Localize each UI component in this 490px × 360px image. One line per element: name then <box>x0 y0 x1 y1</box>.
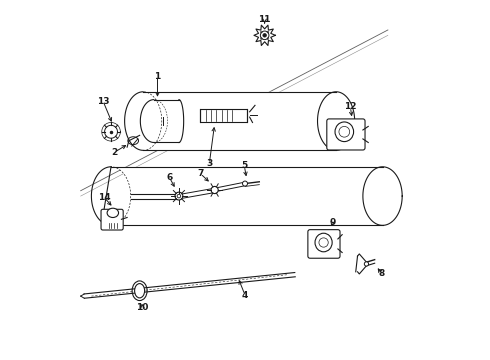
Polygon shape <box>254 25 275 45</box>
Ellipse shape <box>211 186 218 194</box>
Ellipse shape <box>263 33 267 37</box>
FancyBboxPatch shape <box>101 209 123 230</box>
Text: 2: 2 <box>112 148 118 157</box>
Polygon shape <box>111 167 402 225</box>
FancyBboxPatch shape <box>327 119 365 150</box>
Text: 13: 13 <box>97 97 109 106</box>
Text: 14: 14 <box>98 193 110 202</box>
Text: 6: 6 <box>166 173 172 182</box>
Text: 11: 11 <box>258 15 271 24</box>
FancyBboxPatch shape <box>308 230 340 258</box>
Ellipse shape <box>107 208 119 217</box>
Ellipse shape <box>364 262 368 266</box>
Text: 5: 5 <box>241 161 247 170</box>
Text: 7: 7 <box>197 169 203 178</box>
Ellipse shape <box>175 192 183 200</box>
Text: 9: 9 <box>329 218 336 227</box>
Ellipse shape <box>243 181 247 186</box>
Ellipse shape <box>135 284 145 298</box>
Text: 12: 12 <box>344 102 357 111</box>
Text: 10: 10 <box>136 303 148 312</box>
Text: 8: 8 <box>378 269 385 278</box>
Polygon shape <box>143 92 355 150</box>
Ellipse shape <box>260 31 269 40</box>
Text: 3: 3 <box>206 159 212 168</box>
Text: 1: 1 <box>154 72 161 81</box>
Bar <box>200 109 247 122</box>
Text: 4: 4 <box>242 291 248 300</box>
